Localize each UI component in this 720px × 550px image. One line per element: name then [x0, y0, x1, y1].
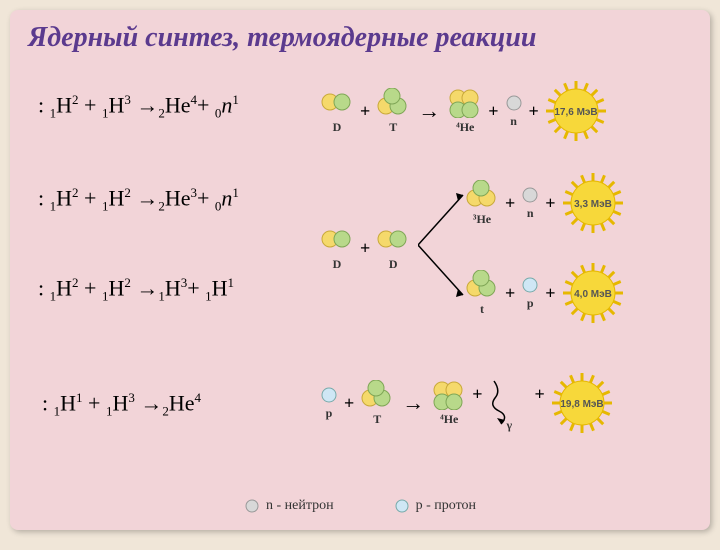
- nucleus-D: D: [320, 225, 354, 272]
- plus-icon: +: [535, 384, 545, 405]
- plus-icon: +: [360, 101, 370, 122]
- energy-sun-3: 4,0 МэВ: [562, 262, 624, 324]
- diagram-DT: D + T → ⁴He + n + 17,6 МэВ: [320, 80, 607, 142]
- arrow-icon: →: [418, 98, 440, 124]
- nucleus-T: T: [376, 88, 410, 135]
- nucleus-D: D: [320, 88, 354, 135]
- arrow-icon: →: [402, 390, 424, 416]
- plus-icon: +: [529, 101, 539, 122]
- diagram-DD-branchA: ³He + n + 3,3 МэВ: [465, 172, 624, 234]
- energy-sun-2: 3,3 МэВ: [562, 172, 624, 234]
- slide-frame: Ядерный синтез, термоядерные реакции : 1…: [10, 10, 710, 530]
- svg-text:4,0 МэВ: 4,0 МэВ: [574, 289, 612, 300]
- page-title: Ядерный синтез, термоядерные реакции: [28, 22, 692, 54]
- particle-p: p: [521, 276, 539, 311]
- diagram-DD-left: D + D: [320, 225, 410, 272]
- plus-icon: +: [545, 283, 555, 304]
- diagram-pT: p + T → ⁴He + γ + 19,8 МэВ: [320, 372, 613, 434]
- particle-n2: n: [521, 186, 539, 221]
- particle-n: n: [505, 94, 523, 129]
- branch-lines: [418, 185, 468, 305]
- legend-proton-label: p - протон: [416, 498, 476, 514]
- equation-1: : 1H2 + 1H3 →2He4+ 0n1: [38, 92, 239, 122]
- equation-3: : 1H2 + 1H2 →1H3+ 1H1: [38, 275, 234, 305]
- equation-2: : 1H2 + 1H2 →2He3+ 0n1: [38, 185, 239, 215]
- legend-neutron-label: n - нейтрон: [266, 498, 334, 514]
- svg-text:19,8 МэВ: 19,8 МэВ: [560, 399, 603, 410]
- nucleus-4He-2: ⁴He: [432, 380, 466, 427]
- plus-icon: +: [545, 193, 555, 214]
- nucleus-3He: ³He: [465, 180, 499, 227]
- nucleus-T2: T: [360, 380, 394, 427]
- plus-icon: +: [472, 384, 482, 405]
- legend-proton: p - протон: [394, 498, 476, 514]
- diagram-DD-branchB: t + p + 4,0 МэВ: [465, 262, 624, 324]
- legend-neutron: n - нейтрон: [244, 498, 334, 514]
- svg-text:17,6 МэВ: 17,6 МэВ: [554, 107, 597, 118]
- plus-icon: +: [505, 283, 515, 304]
- plus-icon: +: [360, 238, 370, 259]
- plus-icon: +: [488, 101, 498, 122]
- nucleus-D2: D: [376, 225, 410, 272]
- legend: n - нейтрон p - протон: [10, 498, 710, 514]
- gamma: γ: [489, 376, 529, 431]
- svg-text:3,3 МэВ: 3,3 МэВ: [574, 199, 612, 210]
- plus-icon: +: [505, 193, 515, 214]
- energy-sun-4: 19,8 МэВ: [551, 372, 613, 434]
- energy-sun-1: 17,6 МэВ: [545, 80, 607, 142]
- nucleus-4He: ⁴He: [448, 88, 482, 135]
- nucleus-t: t: [465, 270, 499, 317]
- equation-4: : 1H1 + 1H3 →2He4: [42, 390, 201, 420]
- particle-p2: p: [320, 386, 338, 421]
- plus-icon: +: [344, 393, 354, 414]
